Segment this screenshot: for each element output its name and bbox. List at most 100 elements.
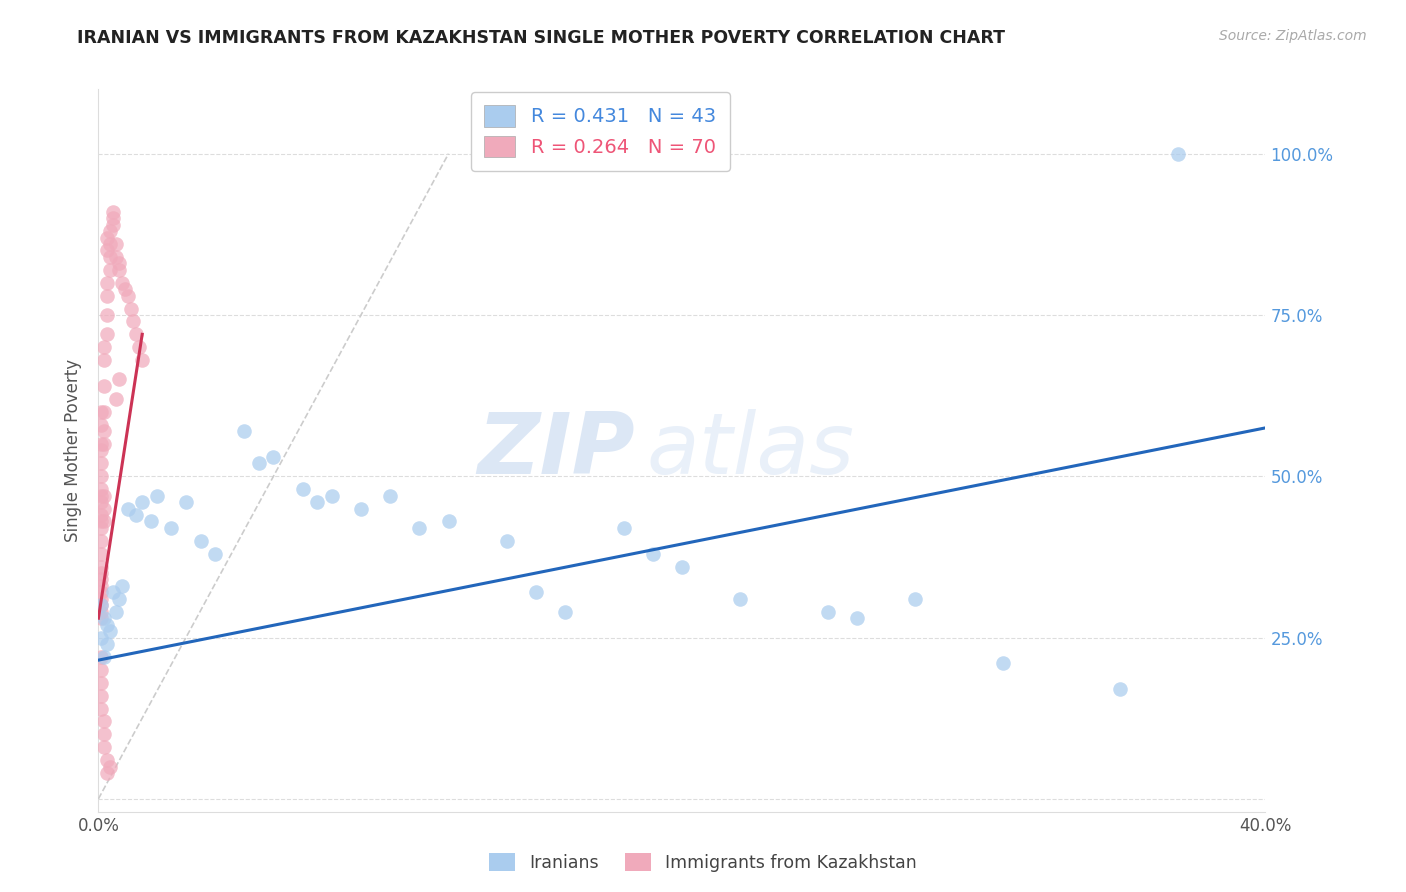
- Point: [128, 340, 150, 354]
- Point: [93, 727, 115, 741]
- Point: [93, 649, 115, 664]
- Point: [90, 443, 112, 458]
- Point: [90, 605, 112, 619]
- Point: [96, 637, 118, 651]
- Point: [101, 218, 124, 232]
- Point: [90, 489, 112, 503]
- Point: [90, 508, 112, 522]
- Point: [90, 631, 112, 645]
- Point: [437, 515, 460, 529]
- Point: [291, 482, 314, 496]
- Point: [96, 244, 118, 258]
- Point: [90, 469, 112, 483]
- Point: [524, 585, 547, 599]
- Point: [90, 547, 112, 561]
- Point: [90, 559, 112, 574]
- Point: [90, 566, 112, 580]
- Point: [641, 547, 664, 561]
- Point: [90, 533, 112, 548]
- Point: [125, 508, 148, 522]
- Point: [114, 282, 136, 296]
- Point: [90, 649, 112, 664]
- Point: [96, 617, 118, 632]
- Point: [846, 611, 869, 625]
- Point: [98, 250, 121, 264]
- Point: [98, 759, 121, 773]
- Point: [1167, 146, 1189, 161]
- Point: [904, 591, 927, 606]
- Y-axis label: Single Mother Poverty: Single Mother Poverty: [65, 359, 83, 542]
- Point: [90, 579, 112, 593]
- Point: [233, 424, 256, 438]
- Point: [93, 714, 115, 729]
- Point: [146, 489, 169, 503]
- Point: [111, 276, 134, 290]
- Point: [262, 450, 284, 464]
- Point: [93, 340, 115, 354]
- Point: [93, 424, 115, 438]
- Text: atlas: atlas: [647, 409, 855, 492]
- Point: [108, 372, 131, 386]
- Point: [408, 521, 430, 535]
- Point: [96, 327, 118, 342]
- Point: [104, 605, 127, 619]
- Point: [90, 482, 112, 496]
- Point: [93, 501, 115, 516]
- Point: [122, 314, 145, 328]
- Point: [131, 353, 153, 368]
- Point: [90, 689, 112, 703]
- Point: [90, 437, 112, 451]
- Point: [108, 263, 131, 277]
- Point: [90, 675, 112, 690]
- Legend: Iranians, Immigrants from Kazakhstan: Iranians, Immigrants from Kazakhstan: [482, 847, 924, 879]
- Point: [612, 521, 634, 535]
- Point: [98, 624, 121, 639]
- Point: [190, 533, 212, 548]
- Point: [125, 327, 148, 342]
- Point: [496, 533, 519, 548]
- Point: [90, 456, 112, 470]
- Point: [90, 495, 112, 509]
- Point: [101, 211, 124, 226]
- Point: [90, 611, 112, 625]
- Legend: R = 0.431   N = 43, R = 0.264   N = 70: R = 0.431 N = 43, R = 0.264 N = 70: [471, 92, 730, 171]
- Point: [108, 591, 131, 606]
- Point: [90, 405, 112, 419]
- Point: [96, 288, 118, 302]
- Point: [104, 237, 127, 252]
- Text: ZIP: ZIP: [478, 409, 636, 492]
- Point: [90, 573, 112, 587]
- Point: [120, 301, 142, 316]
- Point: [96, 276, 118, 290]
- Point: [93, 740, 115, 755]
- Point: [174, 495, 197, 509]
- Point: [247, 456, 270, 470]
- Point: [131, 495, 153, 509]
- Point: [101, 204, 124, 219]
- Point: [96, 766, 118, 780]
- Point: [90, 599, 112, 613]
- Point: [90, 515, 112, 529]
- Point: [671, 559, 693, 574]
- Text: IRANIAN VS IMMIGRANTS FROM KAZAKHSTAN SINGLE MOTHER POVERTY CORRELATION CHART: IRANIAN VS IMMIGRANTS FROM KAZAKHSTAN SI…: [77, 29, 1005, 46]
- Point: [108, 256, 131, 270]
- Point: [111, 579, 134, 593]
- Point: [1108, 682, 1130, 697]
- Point: [96, 308, 118, 322]
- Point: [90, 417, 112, 432]
- Point: [90, 591, 112, 606]
- Point: [817, 605, 839, 619]
- Point: [90, 663, 112, 677]
- Point: [104, 250, 127, 264]
- Point: [991, 657, 1014, 671]
- Point: [93, 437, 115, 451]
- Point: [93, 379, 115, 393]
- Point: [98, 237, 121, 252]
- Point: [90, 701, 112, 715]
- Point: [101, 585, 124, 599]
- Point: [730, 591, 752, 606]
- Point: [350, 501, 373, 516]
- Point: [321, 489, 343, 503]
- Point: [93, 611, 115, 625]
- Point: [380, 489, 402, 503]
